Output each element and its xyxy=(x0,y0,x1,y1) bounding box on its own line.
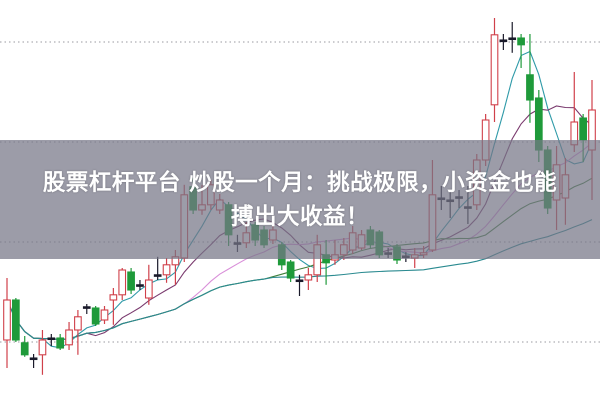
candle-doji xyxy=(295,279,304,283)
candle-up xyxy=(65,329,73,346)
candle-up xyxy=(118,269,127,296)
candle-up xyxy=(144,279,153,299)
candle-up xyxy=(74,316,82,331)
candle-down xyxy=(579,117,587,141)
headline-line-2: 搏出大收益！ xyxy=(230,203,369,230)
candle-down xyxy=(286,261,295,279)
candle-doji xyxy=(153,274,162,277)
candle-up xyxy=(3,299,11,341)
candle-doji xyxy=(499,39,508,43)
candle-down xyxy=(91,307,100,325)
candle-up xyxy=(38,339,47,356)
candle-down xyxy=(526,74,534,101)
candle-doji xyxy=(47,337,56,341)
candle-down xyxy=(20,342,29,356)
candle-up xyxy=(100,309,109,321)
candle-down xyxy=(127,271,135,291)
candle-doji xyxy=(508,37,517,41)
candle-down xyxy=(12,299,20,341)
candle-down xyxy=(56,337,65,349)
candle-down xyxy=(517,37,525,46)
headline-line-1: 股票杠杆平台 炒股一个月：挑战极限，小资金也能 xyxy=(42,169,558,196)
candle-doji xyxy=(29,357,38,361)
candle-doji xyxy=(136,284,144,287)
candle-up xyxy=(304,274,313,281)
candle-up xyxy=(490,34,499,106)
headline-banner: 股票杠杆平台 炒股一个月：挑战极限，小资金也能 搏出大收益！ xyxy=(0,140,600,259)
candle-up xyxy=(109,294,118,301)
candle-up xyxy=(162,264,171,276)
candle-doji xyxy=(82,306,91,309)
